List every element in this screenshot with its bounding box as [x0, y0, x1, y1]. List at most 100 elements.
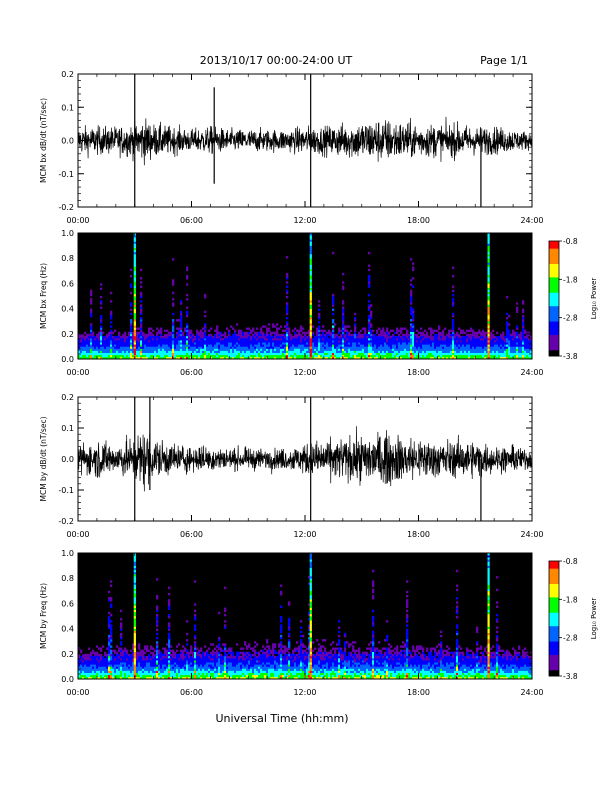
heatmap-cell — [224, 664, 227, 667]
heatmap-cell — [162, 676, 165, 680]
heatmap-cell — [154, 653, 157, 657]
heatmap-cell — [212, 350, 215, 353]
heatmap-cell — [108, 356, 111, 360]
heatmap-cell — [238, 356, 241, 360]
heatmap-cell — [124, 333, 127, 337]
heatmap-cell — [302, 340, 305, 343]
heatmap-cell — [96, 672, 99, 676]
heatmap-cell — [154, 346, 157, 349]
heatmap-cell — [190, 660, 193, 663]
heatmap-cell — [218, 348, 221, 351]
heatmap-cell — [208, 352, 211, 356]
heatmap-cell — [196, 672, 199, 676]
heatmap-cell — [84, 348, 87, 351]
heatmap-cell — [492, 333, 495, 337]
colorbar-segment — [549, 298, 559, 301]
heatmap-cell — [408, 352, 411, 356]
heatmap-cell — [142, 649, 145, 652]
heatmap-cell — [370, 346, 373, 349]
heatmap-cell — [236, 354, 239, 358]
heatmap-cell — [496, 352, 499, 356]
heatmap-cell — [496, 335, 499, 339]
heatmap-cell — [448, 346, 451, 349]
heatmap-cell — [514, 338, 517, 341]
heatmap-cell — [108, 639, 111, 642]
heatmap-cell — [122, 676, 125, 680]
heatmap-cell — [404, 348, 407, 351]
heatmap-cell — [268, 354, 271, 358]
heatmap-cell — [484, 350, 487, 353]
heatmap-cell — [150, 338, 153, 341]
heatmap-cell — [312, 356, 315, 360]
heatmap-cell — [214, 647, 217, 650]
heatmap-cell — [332, 333, 335, 337]
heatmap-cell — [524, 350, 527, 353]
heatmap-cell — [378, 342, 381, 345]
heatmap-cell — [220, 670, 223, 673]
heatmap-cell — [172, 340, 175, 343]
heatmap-cell — [520, 350, 523, 353]
heatmap-cell — [286, 277, 289, 280]
heatmap-cell — [130, 335, 133, 339]
heatmap-cell — [102, 666, 105, 669]
heatmap-cell — [324, 354, 327, 358]
heatmap-cell — [162, 662, 165, 665]
heatmap-cell — [188, 344, 191, 347]
heatmap-cell — [120, 676, 123, 680]
event-line-1 — [133, 249, 136, 253]
heatmap-cell — [222, 342, 225, 345]
heatmap-cell — [462, 342, 465, 345]
heatmap-cell — [182, 356, 185, 360]
heatmap-cell — [270, 356, 273, 360]
heatmap-cell — [338, 352, 341, 356]
heatmap-cell — [232, 348, 235, 351]
heatmap-cell — [374, 338, 377, 341]
heatmap-cell — [124, 342, 127, 345]
heatmap-cell — [394, 356, 397, 360]
heatmap-cell — [424, 350, 427, 353]
heatmap-cell — [244, 352, 247, 356]
heatmap-cell — [516, 331, 519, 335]
heatmap-cell — [148, 660, 151, 663]
heatmap-cell — [402, 327, 405, 330]
event-line-2 — [309, 289, 312, 293]
heatmap-cell — [110, 314, 113, 318]
colorbar-segment — [549, 296, 559, 299]
heatmap-cell — [164, 333, 167, 337]
heatmap-cell — [506, 338, 509, 341]
heatmap-cell — [452, 327, 455, 330]
heatmap-cell — [306, 340, 309, 343]
heatmap-cell — [522, 335, 525, 339]
heatmap-cell — [494, 352, 497, 356]
heatmap-cell — [218, 660, 221, 663]
heatmap-cell — [288, 331, 291, 335]
heatmap-cell — [364, 335, 367, 339]
heatmap-cell — [412, 314, 415, 318]
heatmap-cell — [224, 348, 227, 351]
heatmap-cell — [90, 289, 93, 293]
heatmap-cell — [344, 333, 347, 337]
heatmap-cell — [292, 346, 295, 349]
heatmap-cell — [84, 350, 87, 353]
heatmap-cell — [220, 352, 223, 356]
heatmap-cell — [458, 352, 461, 356]
heatmap-cell — [436, 350, 439, 353]
heatmap-cell — [424, 344, 427, 347]
heatmap-cell — [110, 350, 113, 353]
heatmap-cell — [154, 340, 157, 343]
heatmap-cell — [130, 655, 133, 659]
heatmap-cell — [220, 335, 223, 339]
heatmap-cell — [156, 676, 159, 680]
heatmap-cell — [158, 340, 161, 343]
heatmap-cell — [92, 333, 95, 337]
heatmap-cell — [192, 342, 195, 345]
heatmap-cell — [324, 356, 327, 360]
heatmap-cell — [198, 664, 201, 667]
heatmap-cell — [414, 338, 417, 341]
heatmap-cell — [126, 660, 129, 663]
heatmap-cell — [84, 674, 87, 678]
heatmap-cell — [466, 340, 469, 343]
colorbar-segment — [549, 275, 559, 278]
heatmap-cell — [130, 268, 133, 272]
heatmap-cell — [194, 609, 197, 613]
